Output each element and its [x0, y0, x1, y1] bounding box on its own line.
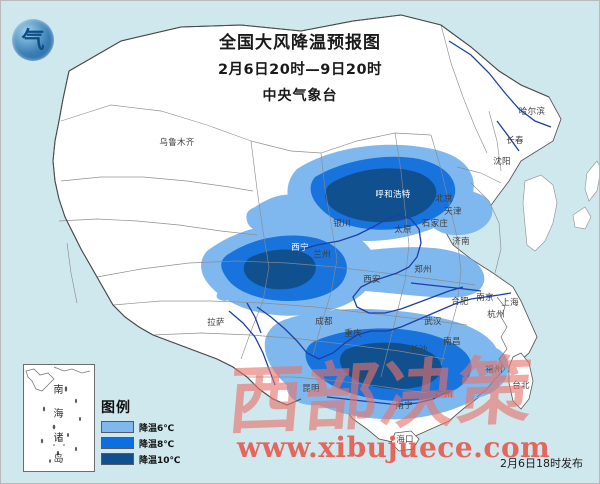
- legend-row: 降温6℃: [101, 420, 180, 434]
- legend-swatch: [101, 437, 134, 449]
- inset-label-line1: 南: [53, 385, 65, 396]
- inset-coastline: [25, 368, 55, 392]
- legend-swatch: [101, 421, 134, 433]
- legend-row: 降温10℃: [101, 452, 180, 466]
- legend-label: 降温6℃: [139, 423, 175, 434]
- page-title: 全国大风降温预报图: [219, 33, 381, 53]
- province-borders: [58, 24, 502, 394]
- inset-map-art: [25, 366, 91, 463]
- legend-rows: 降温6℃ 降温8℃ 降温10℃: [101, 420, 180, 466]
- rivers: [228, 40, 552, 406]
- coastline-detail: [476, 296, 508, 398]
- korea-peninsula: [522, 174, 558, 252]
- inset-label-line2: 海: [53, 409, 65, 420]
- inset-islands: [40, 386, 81, 463]
- national-border: [52, 14, 550, 406]
- issuing-agency: 中央气象台: [262, 88, 338, 104]
- hainan-island: [390, 430, 420, 452]
- legend-row: 降温8℃: [101, 436, 180, 450]
- taiwan-island: [508, 352, 534, 410]
- cma-logo-glyph: 气: [21, 26, 45, 54]
- legend-label: 降温8℃: [139, 439, 175, 450]
- inset-coast-line2: [53, 366, 91, 374]
- south-china-sea-inset: 南 海 诸 岛: [23, 364, 95, 472]
- legend: 图例 降温6℃ 降温8℃ 降温10℃: [101, 397, 180, 468]
- inset-label-line4: 岛: [53, 454, 65, 465]
- legend-title: 图例: [101, 400, 131, 416]
- cma-logo: 气: [12, 19, 54, 61]
- release-timestamp: 2月6日18时发布: [500, 457, 583, 470]
- forecast-period: 2月6日20时—9日20时: [217, 62, 383, 78]
- legend-label: 降温10℃: [139, 455, 181, 466]
- legend-swatch: [101, 453, 134, 465]
- japan-kyushu: [572, 206, 592, 230]
- japan-sliver: [584, 160, 599, 202]
- inset-label-line3: 诸: [53, 433, 65, 444]
